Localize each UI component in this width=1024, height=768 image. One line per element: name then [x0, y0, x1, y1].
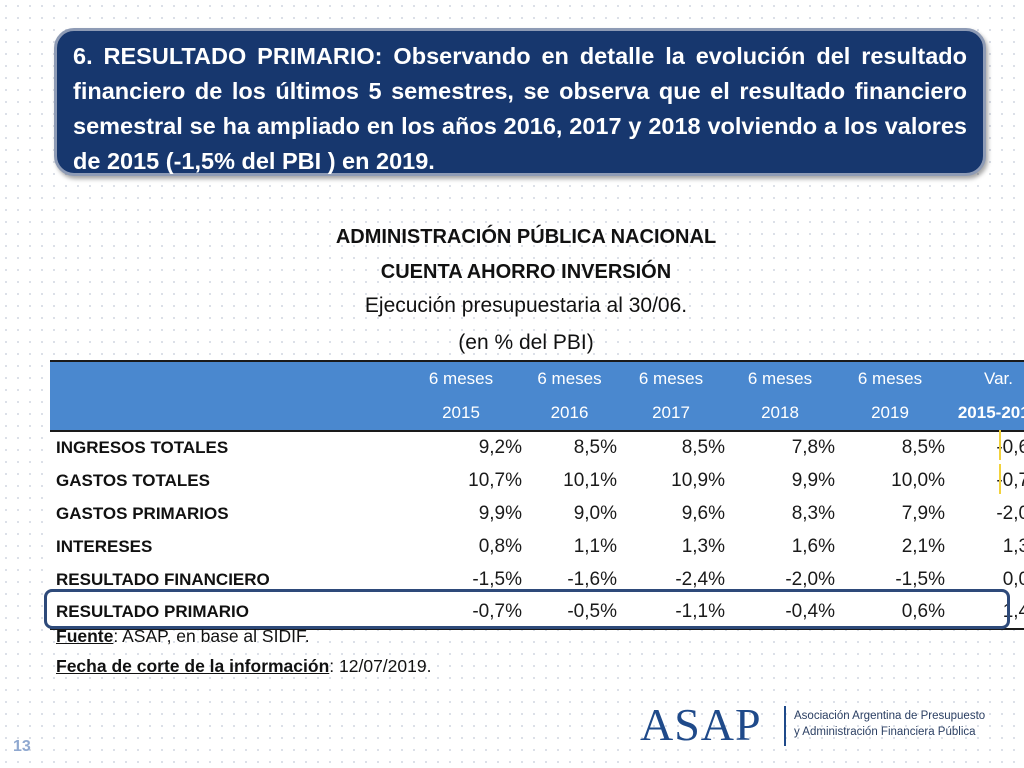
source-note: Fuente: ASAP, en base al SIDIF. [56, 626, 310, 647]
cell-value: 8,5% [681, 437, 725, 458]
row-label: INTERESES [56, 536, 153, 556]
cell-value: -2,0% [996, 502, 1024, 524]
page-number: 13 [13, 738, 31, 755]
cell-value: 9,6% [681, 502, 725, 524]
budget-table: 6 meses 6 meses 6 meses 6 meses 6 meses … [50, 360, 1024, 630]
logo-wordmark: ASAP [640, 699, 762, 750]
cell-value: 8,5% [901, 437, 945, 458]
cell-value: 10,1% [563, 469, 617, 491]
row-label: RESULTADO FINANCIERO [56, 569, 270, 589]
header-row-period: 6 meses 6 meses 6 meses 6 meses 6 meses … [50, 361, 1024, 396]
cell-value: -2,0% [785, 568, 835, 590]
cell-value: 9,0% [573, 502, 617, 524]
header-year: 2019 [871, 403, 909, 422]
yellow-marker [999, 430, 1001, 460]
table-period: Ejecución presupuestaria al 30/06. [364, 294, 688, 317]
row-label: GASTOS TOTALES [56, 470, 210, 490]
table-row: INGRESOS TOTALES 9,2% 8,5% 8,5% 7,8% 8,5… [50, 431, 1024, 464]
table-subtitle: CUENTA AHORRO INVERSIÓN [380, 261, 672, 283]
banner-text: 6. RESULTADO PRIMARIO: Observando en det… [73, 43, 967, 174]
table-row: GASTOS TOTALES 10,7% 10,1% 10,9% 9,9% 10… [50, 464, 1024, 497]
cell-value: -0,7% [996, 469, 1024, 491]
cutoff-date-value: : 12/07/2019. [329, 656, 432, 676]
logo-tagline: Asociación Argentina de Presupuesto y Ad… [794, 708, 1014, 740]
row-label: INGRESOS TOTALES [56, 438, 229, 457]
cell-value: 0,8% [478, 535, 522, 557]
header-row-year: 2015 2016 2017 2018 2019 2015-2019 [50, 396, 1024, 431]
header-year: 2015 [442, 403, 480, 422]
table-row: INTERESES 0,8% 1,1% 1,3% 1,6% 2,1% 1,3% [50, 530, 1024, 563]
cell-value: 2,1% [901, 535, 945, 557]
cell-value: -1,5% [472, 568, 522, 590]
source-value: : ASAP, en base al SIDIF. [113, 626, 310, 646]
cell-value: 7,9% [901, 502, 945, 524]
logo-separator [784, 706, 786, 746]
cell-value: -0,7% [472, 601, 522, 622]
table-row: GASTOS PRIMARIOS 9,9% 9,0% 9,6% 8,3% 7,9… [50, 497, 1024, 530]
highlight-box [44, 589, 1010, 629]
cell-value: 8,3% [791, 502, 835, 524]
logo-tagline-line1: Asociación Argentina de Presupuesto [794, 710, 986, 722]
cell-value: 8,5% [573, 437, 617, 458]
cell-value: -1,6% [567, 568, 617, 590]
row-label: GASTOS PRIMARIOS [56, 503, 229, 523]
cell-value: 0,0% [1002, 568, 1024, 590]
header-period: 6 meses [857, 369, 923, 388]
cell-value: 1,3% [1002, 535, 1024, 557]
cell-value: 9,2% [478, 437, 522, 458]
cell-value: 0,6% [901, 601, 945, 622]
cell-value: 10,0% [891, 469, 945, 491]
cell-value: -1,1% [675, 601, 725, 622]
cutoff-date-label: Fecha de corte de la información [56, 656, 330, 676]
header-var-range: 2015-2019 [957, 403, 1024, 422]
header-empty [50, 361, 400, 396]
table-unit: (en % del PBI) [458, 331, 594, 354]
header-var: Var. [984, 369, 1013, 388]
header-period: 6 meses [537, 369, 602, 388]
cell-value: -0,5% [567, 601, 617, 622]
logo-tagline-line2: y Administración Financiera Pública [794, 726, 976, 738]
cell-value: -1,5% [895, 568, 945, 590]
cell-value: 9,9% [791, 469, 835, 491]
cell-value: 1,6% [791, 535, 835, 557]
header-period: 6 meses [428, 369, 494, 388]
cell-value: 1,3% [681, 535, 725, 557]
header-year: 2017 [652, 403, 690, 422]
cell-value: 10,7% [468, 469, 522, 491]
source-label: Fuente [56, 626, 114, 646]
cell-value: 9,9% [478, 502, 522, 524]
row-label: RESULTADO PRIMARIO [56, 602, 249, 621]
header-period: 6 meses [638, 369, 704, 388]
cell-value: -0,6% [996, 437, 1024, 458]
yellow-marker [999, 464, 1001, 494]
header-year: 2018 [761, 403, 799, 422]
header-empty [50, 396, 400, 431]
header-year: 2016 [550, 403, 589, 422]
header-period: 6 meses [747, 369, 813, 388]
table-row-highlighted: RESULTADO PRIMARIO -0,7% -0,5% -1,1% -0,… [50, 596, 1024, 629]
cell-value: 7,8% [791, 437, 835, 458]
cutoff-date-note: Fecha de corte de la información: 12/07/… [56, 656, 431, 677]
table-title: ADMINISTRACIÓN PÚBLICA NACIONAL [335, 226, 717, 248]
cell-value: 1,1% [573, 535, 617, 557]
cell-value: 10,9% [671, 469, 725, 491]
summary-banner: 6. RESULTADO PRIMARIO: Observando en det… [54, 28, 986, 176]
cell-value: -0,4% [785, 601, 835, 622]
cell-value: -2,4% [675, 568, 725, 590]
